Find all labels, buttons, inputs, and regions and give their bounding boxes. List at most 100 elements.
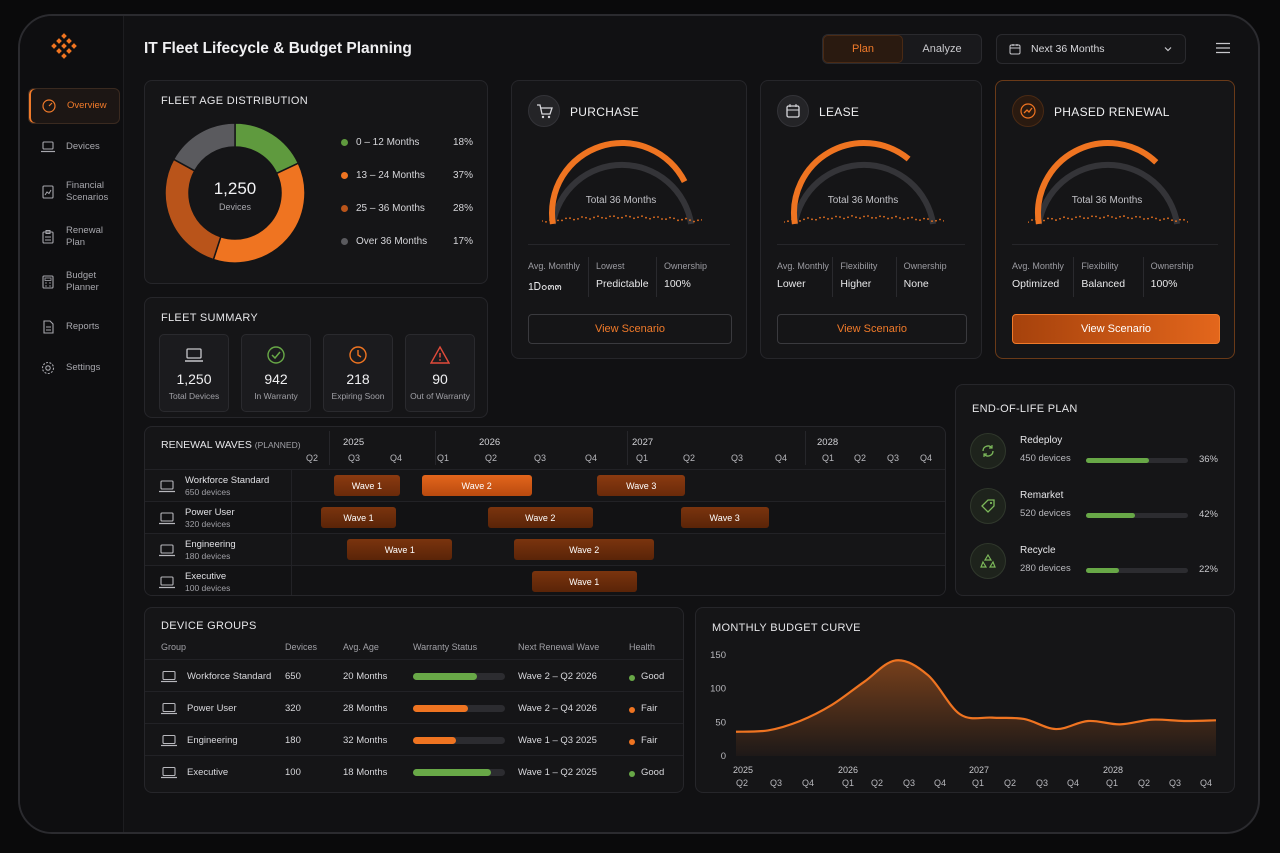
- warranty-bar-fill: [413, 737, 457, 744]
- wave-group-devices: 320 devices: [185, 519, 231, 529]
- sparkline-dot: [649, 217, 651, 220]
- summary-label: In Warranty: [254, 391, 298, 401]
- view-scenario-button[interactable]: View Scenario: [528, 314, 732, 344]
- legend-pct: 18%: [452, 137, 473, 148]
- stat-label: Avg. Monthly: [528, 261, 580, 271]
- wave-bar[interactable]: Wave 1: [531, 571, 637, 592]
- laptop-icon: [185, 348, 203, 362]
- sidebar-item-label: Settings: [66, 362, 101, 373]
- sparkline-dot: [1151, 216, 1153, 219]
- sparkline-dot: [799, 220, 801, 222]
- cell-devices: 100: [285, 767, 301, 778]
- eol-progress-fill: [1086, 568, 1119, 573]
- wave-bar[interactable]: Wave 1: [333, 475, 400, 496]
- sparkline-dot: [835, 215, 837, 218]
- hamburger-menu-icon[interactable]: [1216, 42, 1230, 54]
- table-row[interactable]: Power User 320 28 Months Wave 2 – Q4 2026 Fa…: [145, 691, 683, 723]
- table-row[interactable]: Workforce Standard 650 20 Months Wave 2 – Q…: [145, 659, 683, 691]
- sparkline-dot: [927, 218, 929, 220]
- eol-pct: 42%: [1198, 509, 1218, 520]
- sparkline-dot: [661, 218, 663, 220]
- view-scenario-button[interactable]: View Scenario: [1012, 314, 1220, 344]
- scenario-title: PURCHASE: [570, 105, 640, 119]
- legend-label: 13 – 24 Months: [356, 170, 425, 181]
- wave-bar[interactable]: Wave 3: [680, 507, 769, 528]
- sparkline-dot: [1075, 216, 1077, 219]
- table-row[interactable]: Executive 100 18 Months Wave 1 – Q2 2025 Goo…: [145, 755, 683, 787]
- scenario-divider: [1012, 244, 1218, 245]
- report-icon: [43, 320, 54, 334]
- recycle-icon: [980, 553, 996, 568]
- y-tick-label: 100: [710, 684, 726, 695]
- fleet-total-label: Devices: [218, 202, 251, 212]
- wave-bar[interactable]: Wave 1: [347, 539, 453, 560]
- cell-group: Executive: [187, 767, 229, 778]
- sparkline-dot: [553, 218, 555, 220]
- tab-analyze[interactable]: Analyze: [922, 43, 962, 55]
- sparkline-dot: [545, 220, 547, 223]
- sparkline-dot: [903, 218, 905, 221]
- chart-doc-icon: [42, 185, 54, 199]
- wave-bar[interactable]: Wave 1: [320, 507, 397, 528]
- sparkline-dot: [867, 215, 869, 217]
- sparkline-dot: [633, 217, 635, 220]
- sparkline-dot: [677, 219, 679, 222]
- eol-name: Redeploy: [1020, 435, 1063, 446]
- year-divider: [435, 431, 436, 465]
- stat-label: Flexibility: [1081, 261, 1119, 271]
- table-row[interactable]: Engineering 180 32 Months Wave 1 – Q3 2025 F…: [145, 723, 683, 755]
- stat-value: 100%: [664, 278, 691, 290]
- sparkline-dot: [847, 216, 849, 219]
- sidebar-item-financial-scenarios[interactable]: Financial Scenarios: [28, 170, 120, 214]
- sparkline-dot: [601, 216, 603, 219]
- wave-bar[interactable]: Wave 3: [597, 475, 686, 496]
- time-range-select[interactable]: Next 36 Months: [996, 34, 1186, 64]
- sidebar-item-devices[interactable]: Devices: [28, 129, 120, 165]
- sparkline-dot: [669, 216, 671, 219]
- stat-divider: [1142, 257, 1144, 297]
- eol-progress: [1086, 458, 1188, 463]
- sidebar-item-renewal-plan[interactable]: Renewal Plan: [28, 219, 120, 255]
- sparkline-dot: [795, 218, 797, 221]
- view-scenario-button[interactable]: View Scenario: [777, 314, 967, 344]
- wave-bar[interactable]: Wave 2: [421, 475, 532, 496]
- legend-dot: [341, 172, 348, 179]
- app-window: Overview Devices Financial Scenarios Renewa…: [18, 14, 1260, 834]
- gauge-fill: [549, 140, 688, 225]
- wave-bar[interactable]: Wave 2: [487, 507, 593, 528]
- sparkline-dot: [1099, 217, 1101, 220]
- end-of-life-title: END-OF-LIFE PLAN: [972, 403, 1078, 415]
- sparkline-dot: [617, 217, 619, 219]
- sparkline-dot: [1031, 219, 1033, 221]
- sidebar-item-label: Reports: [66, 321, 100, 332]
- quarter-label: Q1: [822, 453, 835, 463]
- eol-progress: [1086, 568, 1188, 573]
- gauge-track: [791, 161, 937, 225]
- sidebar: Overview Devices Financial Scenarios Renewa…: [20, 16, 124, 832]
- sidebar-item-budget-planner[interactable]: Budget Planner: [28, 260, 120, 304]
- stat-value: 100%: [1150, 278, 1178, 290]
- scenario-sparkline: [1028, 214, 1188, 223]
- quarter-label: Q4: [775, 453, 788, 463]
- clipboard-icon: [42, 230, 54, 244]
- sparkline-dot: [1159, 219, 1161, 222]
- cell-age: 32 Months: [343, 735, 388, 746]
- cell-age: 28 Months: [343, 703, 388, 714]
- scenario-gauge: [1035, 140, 1181, 225]
- sidebar-item-overview[interactable]: Overview: [28, 88, 120, 124]
- sidebar-item-reports[interactable]: Reports: [28, 309, 120, 345]
- quarter-label: Q4: [585, 453, 598, 463]
- x-year-label: 2028: [1103, 765, 1123, 775]
- sparkline-dot: [1087, 217, 1089, 220]
- quarter-label: Q2: [485, 453, 498, 463]
- sparkline-dot: [645, 216, 647, 219]
- stat-label: Ownership: [1150, 261, 1194, 271]
- wave-bar[interactable]: Wave 2: [513, 539, 655, 560]
- legend-item: 25 – 36 Months 28%: [341, 203, 473, 214]
- sparkline-dot: [811, 218, 813, 221]
- x-quarter-label: Q2: [1138, 778, 1150, 788]
- warranty-bar: [413, 769, 505, 776]
- column-header: Group: [161, 642, 187, 652]
- tab-plan[interactable]: Plan: [823, 35, 903, 63]
- sidebar-item-settings[interactable]: Settings: [28, 350, 120, 386]
